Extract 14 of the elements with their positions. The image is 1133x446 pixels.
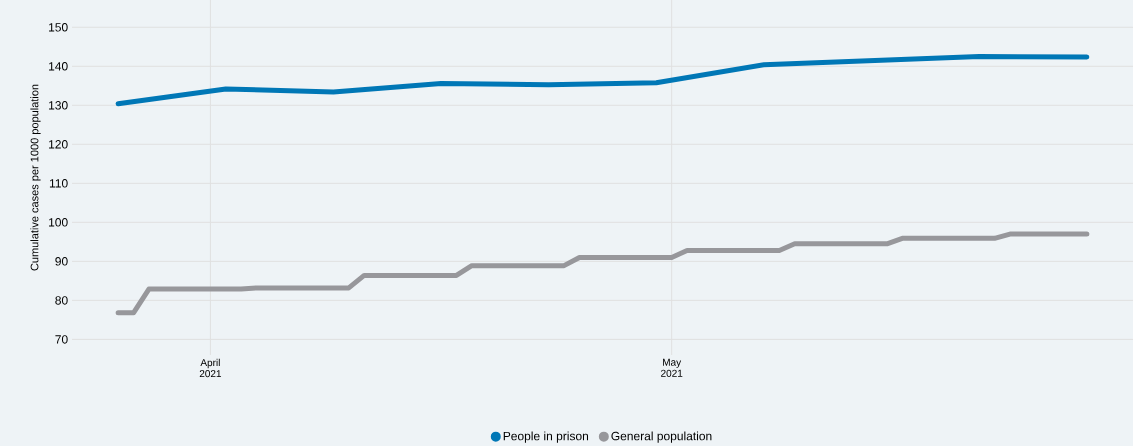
y-tick-label: 110 bbox=[49, 179, 68, 188]
y-tick-label: 120 bbox=[49, 140, 68, 149]
y-tick-label: 100 bbox=[49, 218, 68, 227]
y-tick-label: 70 bbox=[55, 335, 68, 344]
y-tick-label: 150 bbox=[49, 23, 68, 32]
x-tick-label: May 2021 bbox=[661, 358, 683, 377]
y-tick-label: 130 bbox=[49, 101, 68, 110]
legend-label: People in prison bbox=[503, 431, 589, 443]
legend-label: General population bbox=[611, 431, 712, 443]
y-tick-label: 80 bbox=[55, 296, 68, 305]
y-tick-label: 140 bbox=[49, 62, 68, 71]
x-tick-label: April 2021 bbox=[199, 358, 222, 378]
y-axis-title: Cumulative cases per 1000 population bbox=[30, 84, 41, 271]
y-tick-label: 90 bbox=[55, 257, 68, 266]
